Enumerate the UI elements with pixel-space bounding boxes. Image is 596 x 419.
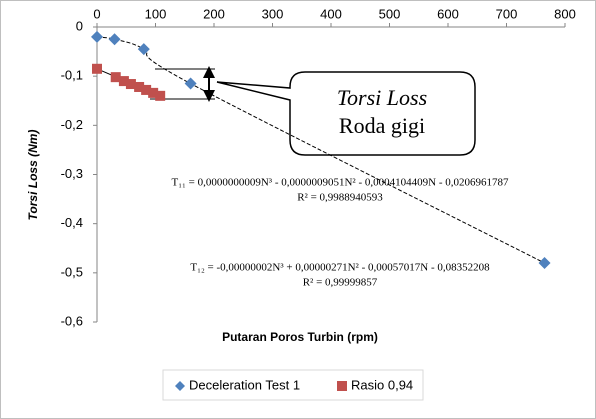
x-tick-label: 800 (554, 6, 576, 21)
legend-label: Rasio 0,94 (351, 377, 413, 392)
legend-box (162, 369, 424, 401)
marker (134, 81, 145, 92)
x-tick-label: 200 (203, 6, 225, 21)
x-tick-label: 600 (437, 6, 459, 21)
x-tick-label: 700 (496, 6, 518, 21)
y-tick-label: -0,2 (61, 117, 83, 132)
equation: T₁₁ = 0,0000000009N³ - 0,0000009051N² - … (171, 177, 509, 189)
x-tick-label: 100 (145, 6, 167, 21)
legend-marker (337, 381, 347, 391)
arrow-head (203, 66, 215, 102)
legend-label: Deceleration Test 1 (189, 377, 300, 392)
callout-text: Roda gigi (339, 113, 425, 138)
marker (148, 87, 159, 98)
marker (141, 84, 152, 95)
marker (110, 72, 121, 83)
marker (184, 77, 197, 90)
y-axis-title: Torsi Loss (Nm) (26, 130, 40, 221)
legend-marker (175, 381, 185, 391)
y-tick-label: 0 (76, 18, 83, 33)
callout-text: Torsi Loss (337, 85, 427, 110)
y-tick-label: -0,6 (61, 313, 83, 328)
marker (155, 90, 166, 101)
marker (91, 30, 103, 43)
marker (538, 257, 551, 269)
marker (125, 79, 136, 90)
equation: T₁₂ = -0,00000002N³ + 0,00000271N² - 0,0… (190, 262, 490, 274)
x-axis-title: Putaran Poros Turbin (rpm) (222, 330, 378, 344)
y-tick-label: -0,5 (61, 264, 83, 279)
x-tick-label: 0 (93, 6, 100, 21)
trendline (96, 36, 545, 264)
marker (108, 33, 121, 46)
y-tick-label: -0,1 (61, 68, 83, 83)
marker (118, 76, 129, 87)
callout (216, 71, 476, 156)
x-tick-label: 400 (320, 6, 342, 21)
marker (92, 63, 102, 74)
y-tick-label: -0,3 (61, 166, 83, 181)
r-squared: R² = 0,99999857 (303, 277, 378, 289)
x-tick-label: 300 (262, 6, 284, 21)
r-squared: R² = 0,9988940593 (297, 192, 383, 204)
x-tick-label: 500 (379, 6, 401, 21)
y-tick-label: -0,4 (61, 215, 83, 230)
marker (137, 43, 150, 56)
